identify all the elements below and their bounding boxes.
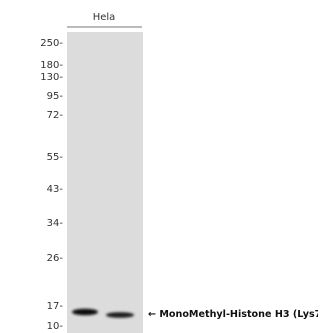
band xyxy=(72,309,98,316)
page: {"lane_label": "Hela", "markers": ["250-… xyxy=(0,0,320,333)
gel xyxy=(67,32,143,333)
marker-label: 10- xyxy=(47,321,64,332)
band xyxy=(106,312,134,318)
marker-label: 34- xyxy=(47,218,64,229)
marker-label: 95- xyxy=(47,91,64,102)
band-label: ← MonoMethyl-Histone H3 (Lys79) xyxy=(148,309,318,320)
marker-label: 26- xyxy=(47,253,64,264)
blot-figure: Hela 250- 180- 130- 95- 72- 55- 43- 34- … xyxy=(0,0,318,333)
marker-label: 55- xyxy=(47,152,64,163)
marker-label: 17- xyxy=(47,301,64,312)
marker-label: 72- xyxy=(47,110,64,121)
marker-label: 180- xyxy=(40,60,63,71)
marker-label: 250- xyxy=(40,38,63,49)
lane-label: Hela xyxy=(93,12,116,23)
marker-label: 43- xyxy=(47,184,64,195)
marker-label: 130- xyxy=(40,72,63,83)
